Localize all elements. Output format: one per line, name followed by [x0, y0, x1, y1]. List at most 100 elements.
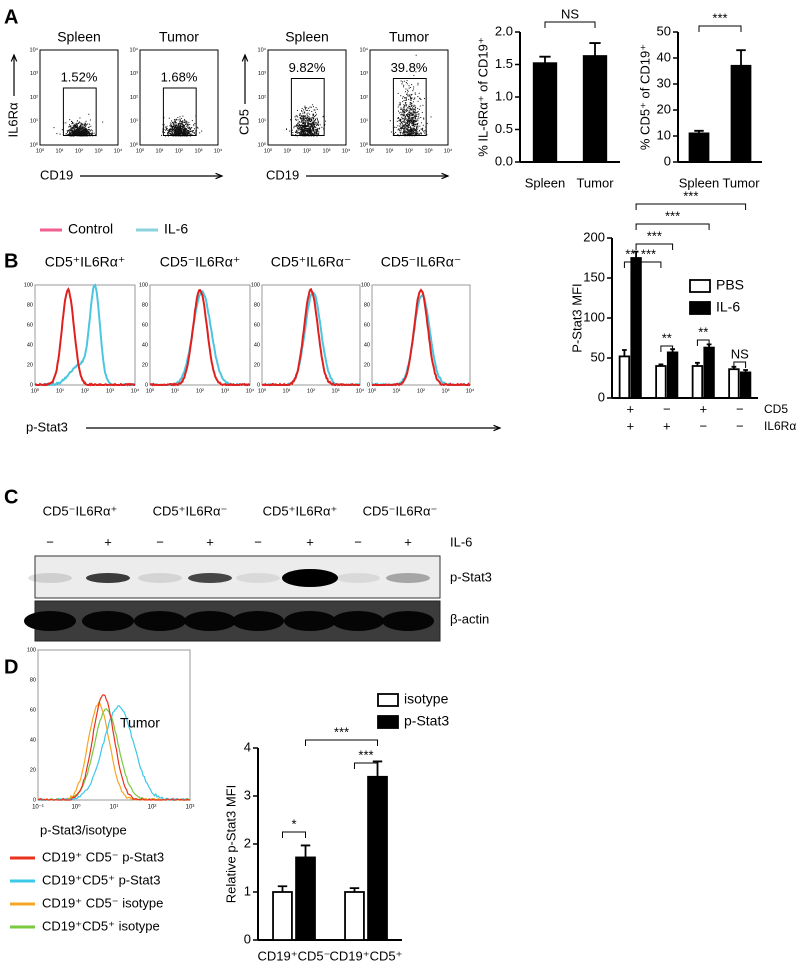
flow-dot	[83, 132, 85, 134]
legend-label: CD19⁺ CD5⁻ p-Stat3	[42, 849, 164, 864]
flow-dot	[415, 114, 417, 116]
flow-dot	[191, 130, 193, 132]
flow-dot	[67, 130, 69, 132]
flow-dot	[297, 125, 299, 127]
flow-dot	[310, 124, 312, 126]
hist-x-tick-label: 10⁴	[356, 387, 365, 394]
flow-dot	[78, 130, 80, 132]
flow-dot	[313, 114, 315, 116]
hist-x-tick-label: 10²	[417, 388, 425, 394]
flow-dot	[82, 125, 84, 127]
flow-dot	[171, 128, 173, 130]
flow-dot	[404, 128, 406, 130]
flow-dot	[313, 121, 315, 123]
flow-dot	[72, 133, 74, 135]
flow-dot	[299, 113, 301, 115]
flow-dot	[417, 82, 419, 84]
flow-dot	[90, 129, 92, 131]
flow-dot	[78, 131, 80, 133]
flow-dot	[81, 131, 83, 133]
legend-label: CD19⁺CD5⁺ isotype	[42, 918, 160, 933]
flow-dot	[397, 92, 399, 94]
flow-dot	[75, 124, 77, 126]
flow-dot	[400, 132, 402, 134]
flow-dot	[398, 112, 400, 114]
flow-dot	[76, 125, 78, 127]
flow-dot	[405, 118, 407, 120]
flow-dot	[395, 131, 397, 133]
flow-dot	[402, 115, 404, 117]
flow-dot	[308, 125, 310, 127]
flow-dot	[410, 97, 412, 99]
flow-dot	[72, 131, 74, 133]
flow-dot	[187, 132, 189, 134]
flow-dot	[315, 115, 317, 117]
flow-dot	[403, 133, 405, 135]
flow-dot	[403, 112, 405, 114]
flow-dot	[309, 130, 311, 132]
flow-dot	[413, 122, 415, 124]
flow-dot	[73, 128, 75, 130]
flow-dot	[317, 118, 319, 120]
flow-dot	[406, 115, 408, 117]
flow-dot	[178, 123, 180, 125]
flow-dot	[69, 125, 71, 127]
flow-dot	[177, 117, 179, 119]
flow-dot	[403, 131, 405, 133]
blot-band	[28, 573, 72, 583]
flow-dot	[401, 125, 403, 127]
hist-x-tick-label: 10³	[186, 805, 195, 811]
flow-plot-title: Spleen	[285, 29, 329, 45]
flow-dot	[409, 117, 411, 119]
flow-dot	[77, 132, 79, 134]
flow-dot	[85, 131, 87, 133]
flow-dot	[179, 121, 181, 123]
flow-dot	[415, 71, 417, 73]
flow-dot	[295, 130, 297, 132]
flow-dot	[414, 134, 416, 136]
flow-dot	[316, 117, 318, 119]
flow-dot	[417, 100, 419, 102]
flow-dot	[304, 112, 306, 114]
y-axis-label: % CD5⁺ of CD19⁺	[637, 44, 652, 150]
flow-dot	[83, 134, 85, 136]
flow-dot	[172, 126, 174, 128]
flow-dot	[315, 126, 317, 128]
flow-dot	[75, 125, 77, 127]
flow-dot	[422, 127, 424, 129]
flow-dot	[180, 128, 182, 130]
flow-dot	[69, 132, 71, 134]
hist-y-tick-label: 0	[257, 382, 260, 388]
flow-dot	[71, 123, 73, 125]
flow-dot	[410, 97, 412, 99]
flow-dot	[402, 128, 404, 130]
flow-dot	[180, 132, 182, 134]
flow-dot	[79, 129, 81, 131]
flow-dot	[302, 120, 304, 122]
significance-label: ***	[683, 188, 698, 203]
flow-dot	[68, 133, 70, 135]
flow-dot	[182, 122, 184, 124]
flow-dot	[193, 132, 195, 134]
flow-dot	[401, 83, 403, 85]
flow-dot	[398, 128, 400, 130]
flow-dot	[411, 94, 413, 96]
bar	[582, 55, 608, 163]
flow-dot	[87, 132, 89, 134]
significance-label: ***	[647, 228, 662, 243]
flow-dot	[419, 98, 421, 100]
flow-dot	[306, 130, 308, 132]
flow-dot	[177, 119, 179, 121]
axis-tick-label: 10²	[360, 95, 368, 101]
flow-dot	[77, 132, 79, 134]
flow-dot	[414, 92, 416, 94]
flow-dot	[304, 125, 306, 127]
flow-dot	[416, 125, 418, 127]
flow-dot	[309, 126, 311, 128]
flow-dot	[412, 127, 414, 129]
flow-dot	[304, 116, 306, 118]
flow-dot	[407, 115, 409, 117]
flow-dot	[178, 125, 180, 127]
flow-dot	[310, 126, 312, 128]
flow-dot	[170, 126, 172, 128]
